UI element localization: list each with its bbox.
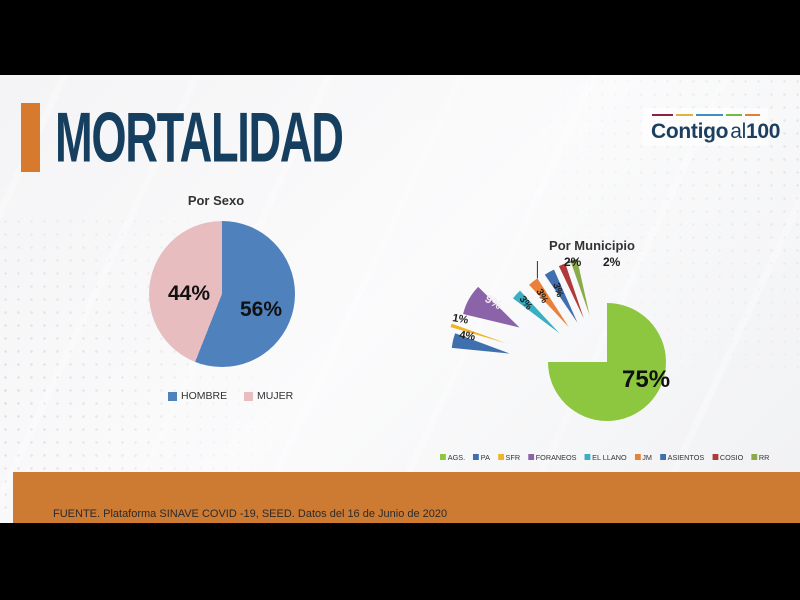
svg-text:4%: 4% [459,329,477,343]
svg-text:2%: 2% [603,255,621,269]
svg-text:75%: 75% [622,366,670,393]
svg-text:2%: 2% [564,255,582,269]
